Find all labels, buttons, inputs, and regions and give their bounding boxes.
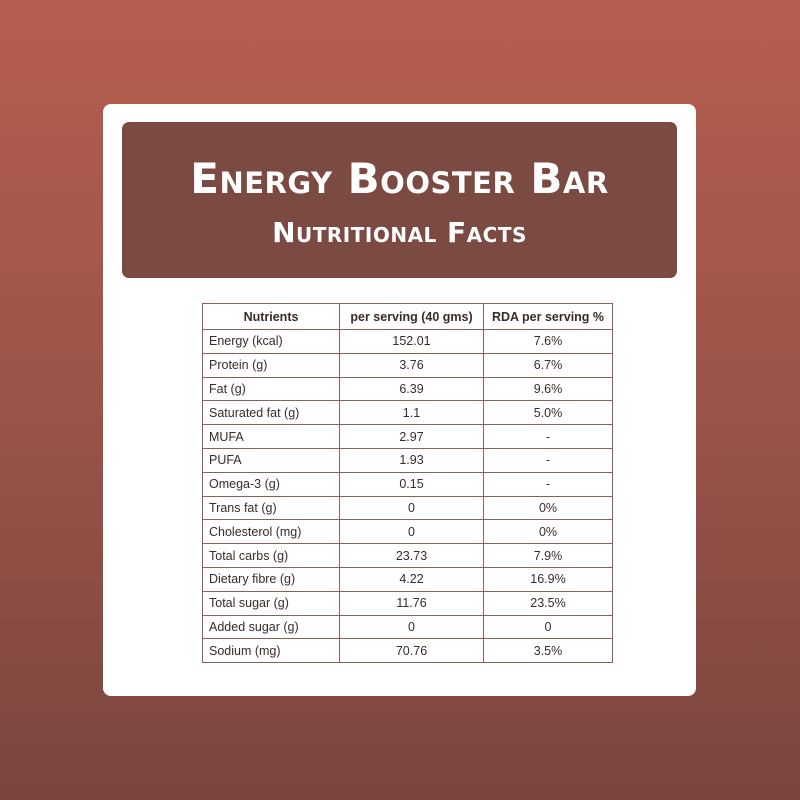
- nutrient-name-cell: Saturated fat (g): [202, 400, 340, 426]
- per-serving-cell: 23.73: [339, 543, 484, 568]
- table-row: Energy (kcal) 152.01 7.6%: [202, 329, 613, 354]
- table-row: Dietary fibre (g) 4.22 16.9%: [202, 566, 613, 592]
- rda-cell: 6.7%: [483, 352, 613, 378]
- table-row: PUFA 1.93-: [202, 447, 613, 473]
- rda-cell: 0%: [483, 495, 613, 521]
- per-serving-cell: 0: [339, 495, 484, 521]
- nutrient-name-cell: Added sugar (g): [202, 614, 340, 640]
- per-serving-cell: 0: [339, 519, 484, 545]
- per-serving-cell: 1.1: [339, 400, 484, 426]
- nutrient-name-cell: Sodium (mg): [202, 638, 340, 664]
- nutrient-name-cell: PUFA: [202, 447, 340, 473]
- table-row: Added sugar (g) 0 0: [202, 614, 613, 640]
- per-serving-cell: 11.76: [339, 590, 484, 616]
- rda-cell: 5.0%: [483, 400, 613, 426]
- table-row: Saturated fat (g) 1.1 5.0%: [202, 400, 613, 426]
- nutrient-name-cell: MUFA: [202, 424, 340, 449]
- per-serving-cell: 1.93: [339, 447, 484, 473]
- nutrient-name-cell: Total sugar (g): [202, 590, 340, 616]
- nutrient-name-cell: Omega-3 (g): [202, 471, 340, 497]
- rda-cell: 16.9%: [483, 566, 613, 592]
- rda-cell: 0%: [483, 519, 613, 545]
- nutrient-name-cell: Protein (g): [202, 352, 340, 378]
- table-row: Protein (g) 3.76 6.7%: [202, 352, 613, 378]
- nutrition-card: Energy Booster Bar Nutritional Facts Nut…: [103, 104, 696, 696]
- nutrition-table: Nutrients per serving (40 gms) RDA per s…: [202, 303, 613, 664]
- page-subtitle: Nutritional Facts: [272, 216, 527, 249]
- nutrient-name-cell: Energy (kcal): [202, 329, 340, 354]
- per-serving-cell: 0.15: [339, 471, 484, 497]
- column-header-rda: RDA per serving %: [483, 303, 613, 330]
- rda-cell: 9.6%: [483, 376, 613, 402]
- per-serving-cell: 6.39: [339, 376, 484, 402]
- table-row: Cholesterol (mg) 0 0%: [202, 519, 613, 545]
- rda-cell: 7.9%: [483, 543, 613, 568]
- nutrient-name-cell: Total carbs (g): [202, 543, 340, 568]
- rda-cell: 0: [483, 614, 613, 640]
- column-header-nutrients: Nutrients: [202, 303, 340, 330]
- nutrient-name-cell: Fat (g): [202, 376, 340, 402]
- rda-cell: 7.6%: [483, 329, 613, 354]
- table-row: Sodium (mg) 70.76 3.5%: [202, 638, 613, 664]
- rda-cell: 3.5%: [483, 638, 613, 664]
- nutrient-name-cell: Trans fat (g): [202, 495, 340, 521]
- per-serving-cell: 2.97: [339, 424, 484, 449]
- title-banner: Energy Booster Bar Nutritional Facts: [122, 122, 677, 278]
- page-title: Energy Booster Bar: [190, 154, 609, 203]
- nutrient-name-cell: Dietary fibre (g): [202, 566, 340, 592]
- table-row: Trans fat (g) 0 0%: [202, 495, 613, 521]
- rda-cell: 23.5%: [483, 590, 613, 616]
- rda-cell: -: [483, 471, 613, 497]
- table-row: MUFA 2.97-: [202, 424, 613, 449]
- rda-cell: -: [483, 424, 613, 449]
- per-serving-cell: 4.22: [339, 566, 484, 592]
- table-row: Omega-3 (g) 0.15-: [202, 471, 613, 497]
- column-header-per-serving: per serving (40 gms): [339, 303, 484, 330]
- per-serving-cell: 3.76: [339, 352, 484, 378]
- nutrient-name-cell: Cholesterol (mg): [202, 519, 340, 545]
- per-serving-cell: 0: [339, 614, 484, 640]
- table-header-row: Nutrients per serving (40 gms) RDA per s…: [202, 303, 613, 330]
- table-row: Fat (g) 6.39 9.6%: [202, 376, 613, 402]
- per-serving-cell: 70.76: [339, 638, 484, 664]
- rda-cell: -: [483, 447, 613, 473]
- table-row: Total carbs (g) 23.73 7.9%: [202, 543, 613, 568]
- table-row: Total sugar (g) 11.76 23.5%: [202, 590, 613, 616]
- per-serving-cell: 152.01: [339, 329, 484, 354]
